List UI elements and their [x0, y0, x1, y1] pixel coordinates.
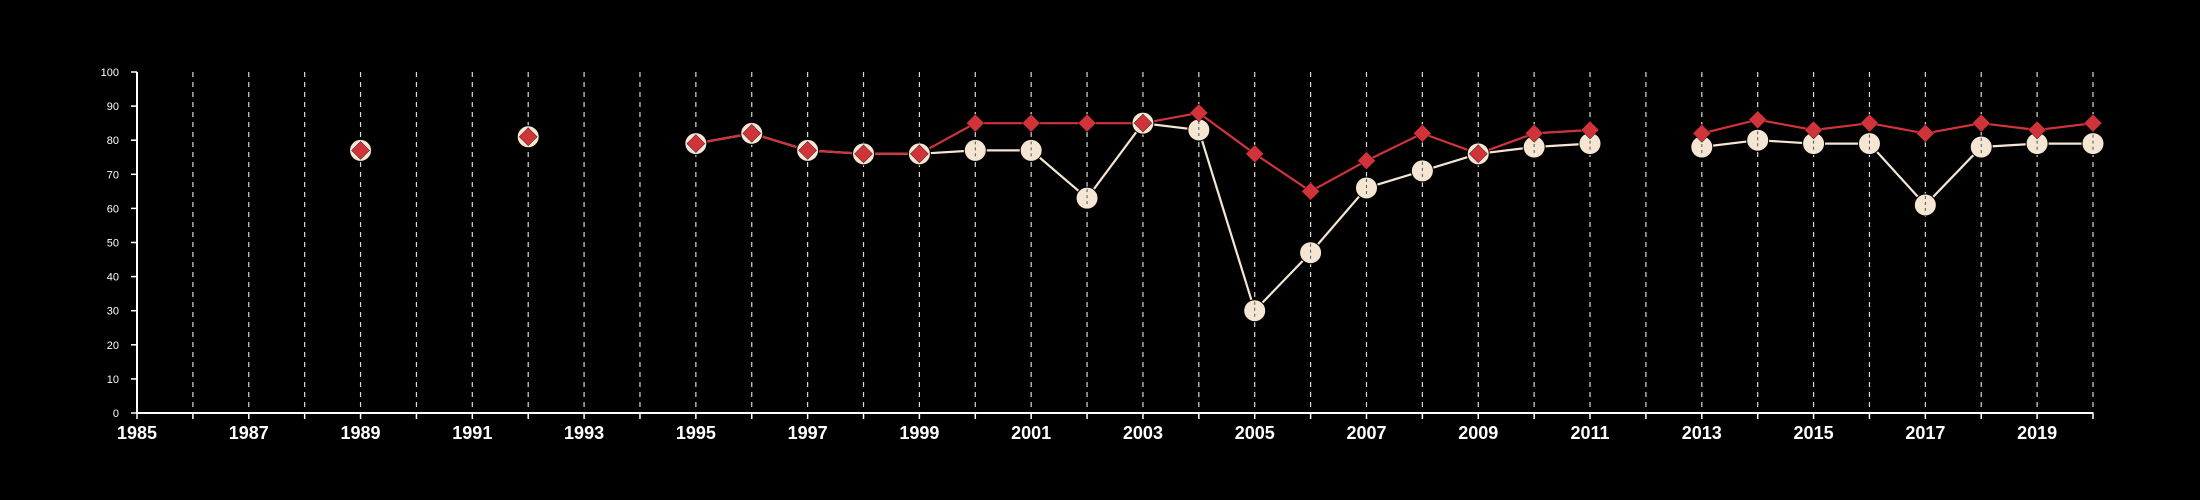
diamond-marker: [1860, 113, 1879, 133]
diamond-marker: [1189, 103, 1209, 123]
x-tick-label: 2003: [1123, 423, 1163, 443]
diamond-marker: [854, 144, 873, 164]
x-tick-label: 1991: [452, 423, 492, 443]
y-tick-label: 60: [107, 203, 119, 215]
diamond-marker: [742, 124, 762, 143]
series-markers: [349, 103, 2105, 323]
x-tick-label: 2007: [1346, 423, 1386, 443]
x-tick-label: 1999: [899, 423, 939, 443]
diamond-marker: [2083, 113, 2103, 133]
y-tick-label: 10: [107, 374, 119, 386]
diamond-marker: [1804, 120, 1823, 140]
diamond-marker: [351, 141, 370, 160]
series-lines: [695, 111, 2094, 313]
y-tick-label: 100: [101, 67, 119, 79]
diamond-marker: [910, 144, 929, 164]
diamond-marker: [1021, 113, 1041, 133]
diamond-marker: [518, 127, 538, 147]
diamond-marker: [1245, 144, 1265, 164]
diamond-marker: [1133, 113, 1153, 133]
diamond-marker: [1524, 124, 1544, 143]
x-tick-label: 2019: [2017, 423, 2057, 443]
x-tick-label: 1995: [676, 423, 716, 443]
x-tick-label: 2009: [1458, 423, 1498, 443]
diamond-marker: [1748, 110, 1768, 130]
x-tick-label: 2013: [1682, 423, 1722, 443]
x-tick-label: 2001: [1011, 423, 1051, 443]
diamond-marker: [1077, 113, 1097, 133]
x-tick-label: 1989: [341, 423, 381, 443]
x-axis-ticks: 1985 1987 1989 1991 1993 1995 1997 1999 2001 2003…: [117, 413, 2094, 443]
diamond-marker: [2027, 120, 2047, 140]
y-axis-ticks: 0 10 20 30 40 50 60 70 80 90 100: [101, 67, 137, 420]
x-tick-label: 1987: [229, 423, 269, 443]
y-tick-label: 20: [107, 340, 119, 352]
diamond-marker: [965, 113, 985, 133]
x-tick-label: 2005: [1235, 423, 1275, 443]
x-tick-label: 1985: [117, 423, 157, 443]
y-tick-label: 80: [107, 135, 119, 147]
diamond-marker: [686, 134, 706, 153]
diamond-marker: [1301, 181, 1320, 201]
y-tick-label: 90: [107, 101, 119, 113]
y-tick-label: 50: [107, 238, 119, 250]
y-tick-label: 30: [107, 306, 119, 318]
diamond-marker: [1692, 124, 1712, 143]
diamond-marker: [1413, 124, 1432, 143]
x-tick-label: 1993: [564, 423, 604, 443]
diamond-marker: [1468, 144, 1488, 164]
x-tick-label: 2015: [1794, 423, 1834, 443]
x-tick-label: 2017: [1905, 423, 1945, 443]
x-tick-label: 2011: [1570, 423, 1609, 443]
y-tick-label: 0: [113, 408, 119, 420]
y-tick-label: 40: [107, 272, 119, 284]
y-tick-label: 70: [107, 169, 119, 181]
diamond-marker: [1357, 151, 1376, 171]
diamond-marker: [1915, 124, 1935, 143]
diamond-marker: [798, 141, 817, 160]
series-line-diamond: [1701, 118, 2094, 135]
diamond-marker: [1971, 113, 1991, 133]
x-tick-label: 1997: [788, 423, 828, 443]
diamond-marker: [1580, 120, 1600, 140]
